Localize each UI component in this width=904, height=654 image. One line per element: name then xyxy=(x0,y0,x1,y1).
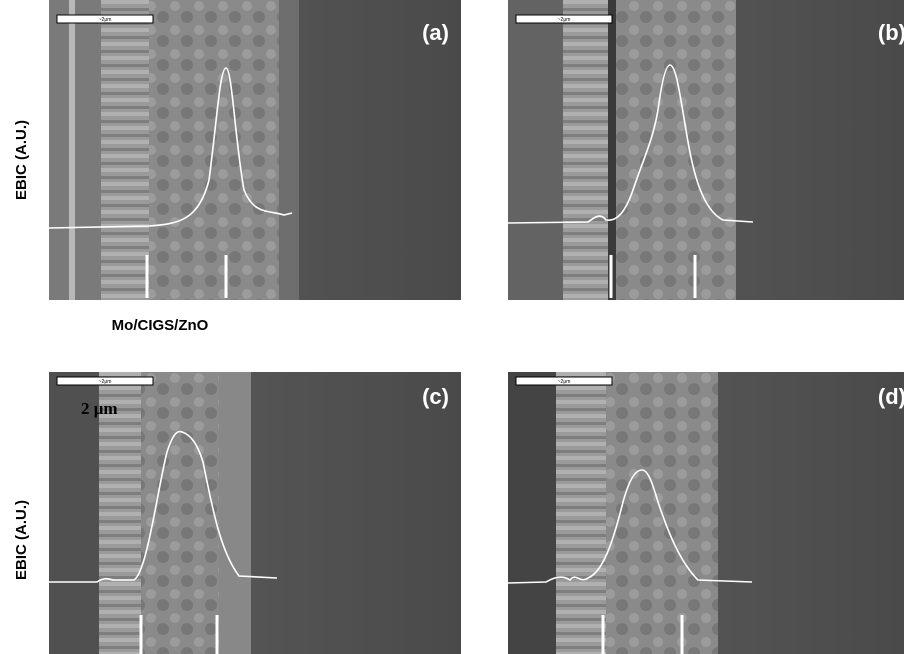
mo-layer xyxy=(563,0,608,300)
panel-a: ~2μm (a) xyxy=(48,0,461,300)
substrate xyxy=(508,0,563,300)
substrate xyxy=(508,372,556,654)
panel-label: (c) xyxy=(422,384,449,409)
ebic-curve xyxy=(507,469,753,584)
scale-bar-text: ~2μm xyxy=(99,379,112,385)
panel-label: (b) xyxy=(878,20,904,45)
caption: Mo/CIGS/ZnO xyxy=(112,317,209,334)
zno-layer xyxy=(219,372,251,654)
interface xyxy=(608,0,616,300)
mo-layer xyxy=(556,372,606,654)
mo-layer xyxy=(99,372,141,654)
scale-bar-text: ~2μm xyxy=(558,17,571,23)
scale-annotation: 2 μm xyxy=(81,399,118,418)
ebic-curve xyxy=(507,64,754,224)
y-axis-label: EBIC (A.U.) xyxy=(13,500,30,580)
zno-layer xyxy=(279,0,299,300)
ebic-curve xyxy=(48,67,293,229)
panel-d: ~2μm (d) xyxy=(507,372,904,654)
y-axis-label: EBIC (A.U.) xyxy=(13,120,30,200)
scale-bar-text: ~2μm xyxy=(558,379,571,385)
scale-bar xyxy=(56,376,154,386)
substrate xyxy=(49,372,99,654)
scale-bar xyxy=(515,14,613,24)
cigs-layer xyxy=(616,0,736,300)
panel-label: (d) xyxy=(878,384,904,409)
ebic-curve xyxy=(49,430,278,583)
edge xyxy=(69,0,75,300)
scale-bar-text: ~2μm xyxy=(99,17,112,23)
panel-b: ~2μm (b) xyxy=(507,0,904,300)
scale-bar xyxy=(515,376,613,386)
panel-c: ~2μm 2 μm (c) xyxy=(49,372,461,654)
panel-label: (a) xyxy=(422,20,449,45)
mo-layer xyxy=(101,0,149,300)
cigs-layer xyxy=(149,0,279,300)
scale-bar xyxy=(56,14,154,24)
